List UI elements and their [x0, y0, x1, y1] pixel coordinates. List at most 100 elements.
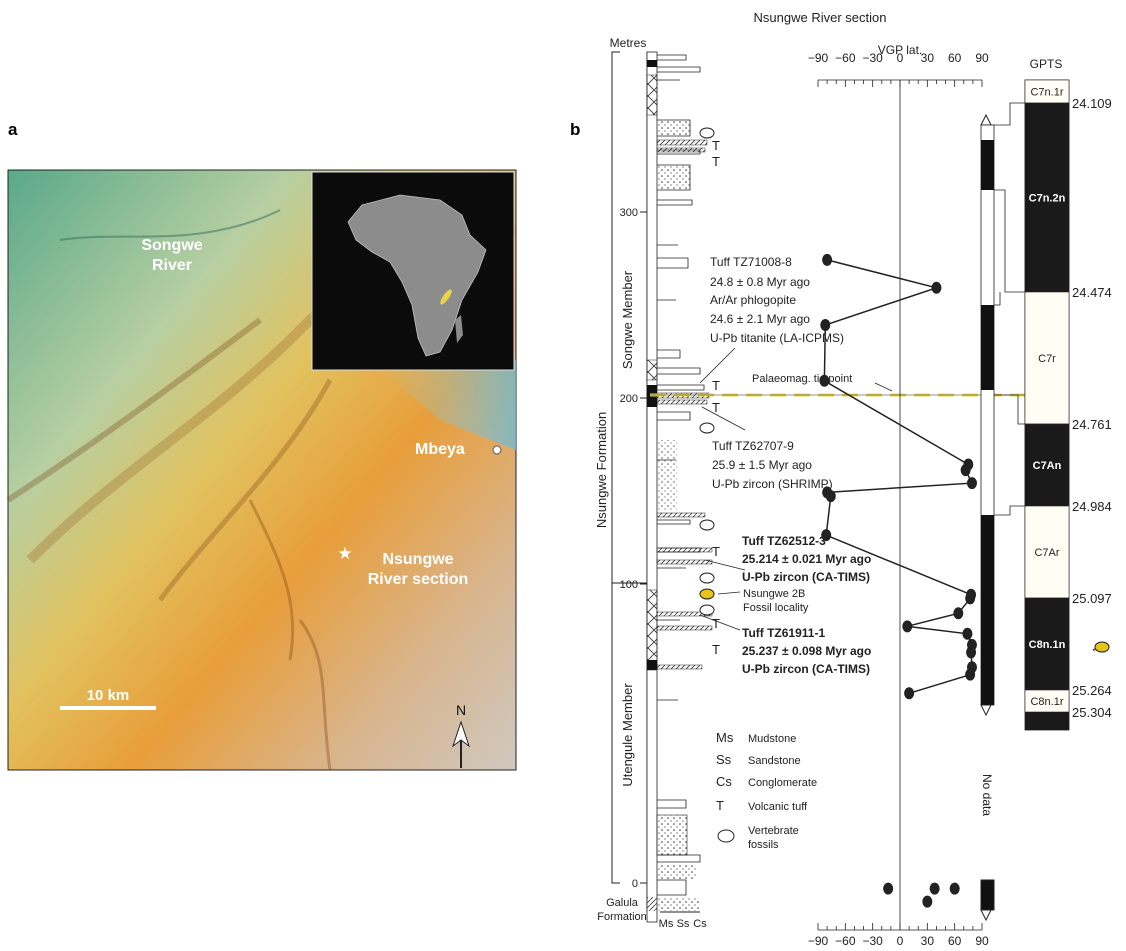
fossil-icon-highlighted	[1094, 641, 1110, 653]
gpts-age-label: 24.109	[1072, 96, 1112, 111]
gpts-age-label: 25.304	[1072, 705, 1112, 720]
gpts-chron-label: C7n.2n	[1029, 193, 1066, 205]
grain-label-ss: Ss	[677, 918, 690, 930]
songwe-river-label-2: River	[152, 257, 192, 274]
fossil-icon	[699, 604, 715, 616]
legend-label: Sandstone	[748, 755, 801, 767]
legend-symbol: Cs	[716, 774, 732, 789]
annotation-nsungwe-2b: Nsungwe 2B Fossil locality	[717, 588, 809, 614]
gpts-chron-label: C7r	[1038, 353, 1056, 365]
gpts-chron	[1024, 597, 1070, 691]
fossil-icon-highlighted	[699, 588, 715, 600]
svg-text:U-Pb zircon (CA-TIMS): U-Pb zircon (CA-TIMS)	[742, 662, 870, 676]
legend-label: fossils	[748, 839, 779, 851]
gpts-chron-label: C7Ar	[1034, 547, 1059, 559]
fossil-icon	[699, 422, 715, 434]
vgp-tick-label: −60	[835, 934, 856, 948]
annotation-tz62707: Tuff TZ62707-9 25.9 ± 1.5 Myr ago U-Pb z…	[701, 406, 833, 491]
tuff-marker: T	[712, 616, 720, 631]
africa-inset	[311, 171, 515, 371]
vgp-series-line	[823, 259, 974, 694]
height-tick-300: 300	[620, 207, 638, 219]
legend-label: Vertebrate	[748, 825, 799, 837]
songwe-river-label-1: Songwe	[141, 237, 202, 254]
svg-text:24.6 ± 2.1 Myr ago: 24.6 ± 2.1 Myr ago	[710, 312, 810, 326]
legend-fossil-icon	[717, 829, 735, 843]
vgp-tick-label: 90	[975, 934, 989, 948]
nsungwe-section-label-1: Nsungwe	[382, 551, 453, 568]
fossil-icon	[699, 127, 715, 139]
legend-symbol: Ss	[716, 752, 732, 767]
vgp-tick-label: 60	[948, 934, 962, 948]
gpts-age-label: 24.761	[1072, 417, 1112, 432]
vgp-series	[819, 253, 977, 908]
annotation-tz61911: Tuff TZ61911-1 25.237 ± 0.098 Myr ago U-…	[699, 614, 871, 676]
gpts-age-label: 25.097	[1072, 591, 1112, 606]
vgp-tick-label: 30	[921, 934, 935, 948]
galula-label-1: Galula	[606, 897, 639, 909]
songwe-member-label: Songwe Member	[620, 270, 635, 369]
height-tick-200: 200	[620, 393, 638, 405]
legend-label: Mudstone	[748, 733, 796, 745]
annotation-tz62512: Tuff TZ62512-3 25.214 ± 0.021 Myr ago U-…	[704, 534, 871, 584]
vgp-point	[820, 319, 831, 331]
grain-label-ms: Ms	[659, 918, 674, 930]
vgp-tick-label: 90	[975, 51, 989, 65]
vgp-point	[931, 281, 942, 294]
vgp-point	[904, 687, 915, 700]
svg-text:Tuff TZ61911-1: Tuff TZ61911-1	[742, 626, 825, 640]
vgp-point	[960, 464, 971, 477]
fossil-icon	[699, 572, 715, 584]
metres-label: Metres	[610, 36, 647, 50]
vgp-tick-label: 0	[897, 51, 904, 65]
annotation-tz71008: Tuff TZ71008-8 24.8 ± 0.8 Myr ago Ar/Ar …	[699, 255, 844, 384]
vgp-point	[966, 477, 977, 490]
vgp-tick-label: 0	[897, 934, 904, 948]
vgp-axes: −90 −60 −30 0 30 60 90 −90 −60 −30 0 30 60 90	[808, 51, 989, 948]
section-star-icon: ★	[337, 544, 352, 563]
polarity-column	[980, 113, 995, 922]
vgp-point	[929, 882, 940, 895]
svg-text:U-Pb zircon (CA-TIMS): U-Pb zircon (CA-TIMS)	[742, 570, 870, 584]
vgp-point	[825, 490, 836, 503]
svg-text:24.8 ± 0.8 Myr ago: 24.8 ± 0.8 Myr ago	[710, 275, 810, 289]
formation-bracket	[611, 51, 620, 884]
vgp-tick-label: −90	[808, 51, 829, 65]
gpts-age-label: 24.474	[1072, 285, 1112, 300]
vgp-point	[922, 895, 933, 908]
legend-symbol: T	[716, 798, 724, 813]
gpts-chron	[1024, 291, 1070, 425]
vgp-point	[821, 529, 832, 542]
svg-text:Tuff TZ62707-9: Tuff TZ62707-9	[712, 439, 794, 453]
section-title: Nsungwe River section	[754, 10, 887, 25]
svg-text:25.9 ± 1.5 Myr ago: 25.9 ± 1.5 Myr ago	[712, 458, 812, 472]
gpts-chron-label: C7n.1r	[1030, 87, 1063, 99]
tuff-marker: T	[712, 544, 720, 559]
gpts-chron-label: C8n.1n	[1029, 639, 1066, 651]
svg-text:Tuff TZ71008-8: Tuff TZ71008-8	[710, 255, 792, 269]
nsungwe-section-label-2: River section	[368, 571, 468, 588]
svg-text:Tuff TZ62512-3: Tuff TZ62512-3	[742, 534, 826, 548]
vgp-point	[883, 882, 894, 895]
gpts-chron	[1024, 423, 1070, 507]
svg-text:U-Pb zircon (SHRIMP): U-Pb zircon (SHRIMP)	[712, 477, 833, 491]
svg-text:25.214 ± 0.021 Myr ago: 25.214 ± 0.021 Myr ago	[742, 552, 871, 566]
tuff-marker: T	[712, 642, 720, 657]
vgp-point	[966, 646, 977, 659]
legend-label: Conglomerate	[748, 777, 817, 789]
gpts-title: GPTS	[1030, 57, 1063, 71]
gpts-age-label: 24.984	[1072, 499, 1112, 514]
strat-column	[646, 51, 713, 923]
vgp-tick-label: −60	[835, 51, 856, 65]
gpts-age-label: 25.264	[1072, 683, 1112, 698]
galula-label-2: Formation	[597, 911, 647, 923]
vgp-tick-label: −30	[862, 51, 883, 65]
mbeya-label: Mbeya	[415, 441, 465, 458]
svg-text:25.237 ± 0.098 Myr ago: 25.237 ± 0.098 Myr ago	[742, 644, 871, 658]
tie-point-arrow-icon	[874, 382, 893, 392]
gpts-chron-label: C7An	[1033, 460, 1062, 472]
tuff-marker: T	[712, 378, 720, 393]
svg-text:Fossil locality: Fossil locality	[743, 602, 809, 614]
gpts-column: C7n.1r C7n.2n C7r C7An C7Ar C8n.1n C8n.1r 24.10…	[1024, 79, 1112, 731]
height-tick-100: 100	[620, 579, 638, 591]
